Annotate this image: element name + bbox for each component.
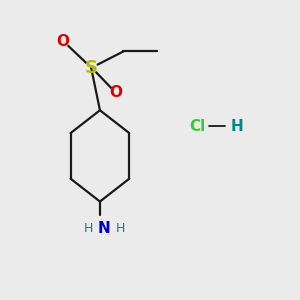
Text: H: H: [83, 221, 93, 235]
Text: H: H: [230, 119, 243, 134]
Text: O: O: [57, 34, 70, 49]
Text: N: N: [98, 220, 111, 236]
Text: H: H: [116, 221, 125, 235]
Text: O: O: [110, 85, 123, 100]
Text: Cl: Cl: [189, 119, 205, 134]
Text: S: S: [85, 58, 98, 76]
